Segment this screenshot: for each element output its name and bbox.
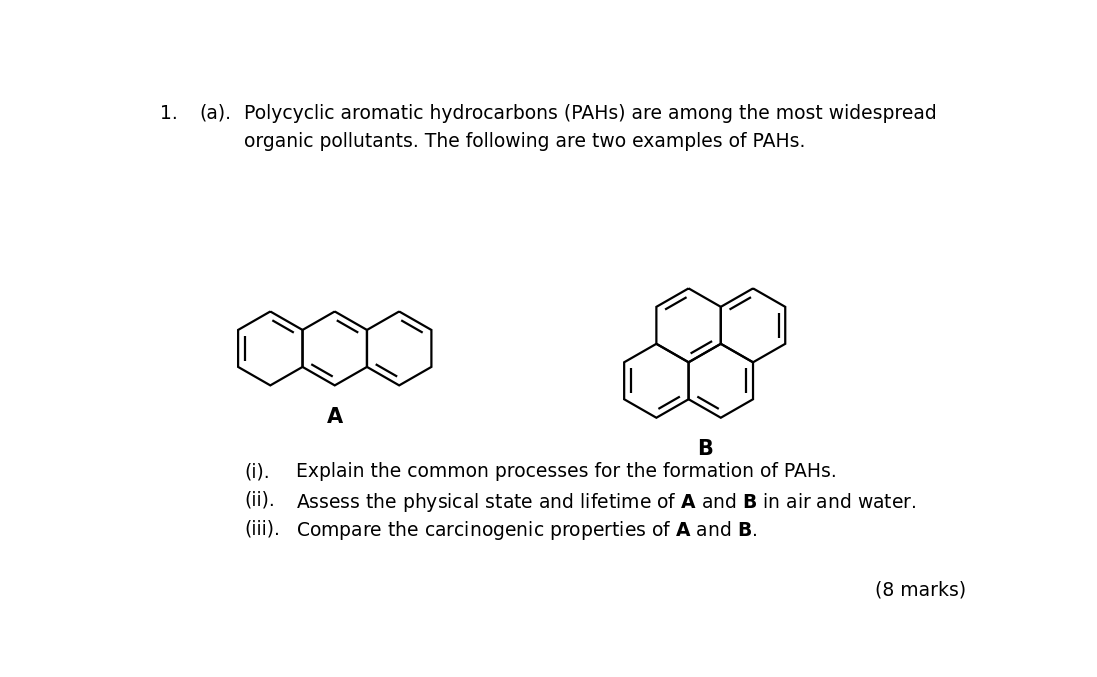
Text: Polycyclic aromatic hydrocarbons (PAHs) are among the most widespread: Polycyclic aromatic hydrocarbons (PAHs) … <box>244 104 937 123</box>
Text: Assess the physical state and lifetime of $\mathbf{A}$ and $\mathbf{B}$ in air a: Assess the physical state and lifetime o… <box>296 491 916 514</box>
Text: (ii).: (ii). <box>244 491 275 510</box>
Text: Compare the carcinogenic properties of $\mathbf{A}$ and $\mathbf{B}$.: Compare the carcinogenic properties of $… <box>296 519 757 542</box>
Text: Explain the common processes for the formation of PAHs.: Explain the common processes for the for… <box>296 462 837 481</box>
Text: A: A <box>327 407 342 427</box>
Text: (iii).: (iii). <box>244 519 280 538</box>
Text: (8 marks): (8 marks) <box>875 581 966 600</box>
Text: organic pollutants. The following are two examples of PAHs.: organic pollutants. The following are tw… <box>244 132 805 151</box>
Text: (a).: (a). <box>200 104 231 123</box>
Text: (i).: (i). <box>244 462 270 481</box>
Text: B: B <box>697 439 713 459</box>
Text: 1.: 1. <box>160 104 178 123</box>
